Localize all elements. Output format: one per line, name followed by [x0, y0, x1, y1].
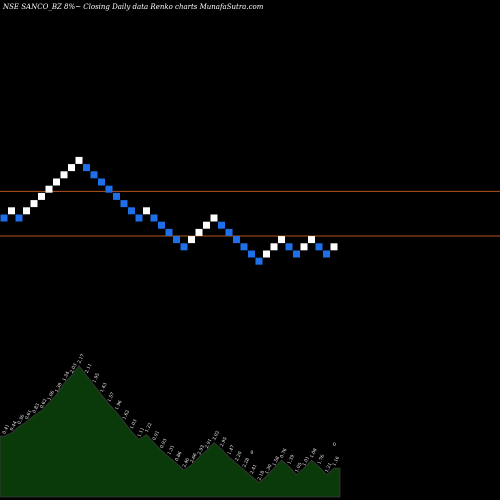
volume-label-18: 1.11 — [136, 427, 146, 439]
down-brick-17 — [128, 207, 135, 215]
up-brick-9 — [68, 164, 75, 172]
down-brick-29 — [218, 221, 225, 229]
renko-bricks — [0, 156, 338, 265]
volume-label-24: 2.46 — [181, 457, 191, 469]
volume-labels: 0.410.440.360.610.830.621.061.381.342.03… — [1, 353, 341, 482]
down-brick-16 — [120, 200, 128, 208]
down-brick-39 — [293, 250, 300, 258]
down-brick-13 — [98, 178, 105, 186]
volume-label-10: 2.17 — [76, 353, 86, 365]
volume-marker-0: 0 — [251, 450, 254, 456]
volume-label-17: 1.03 — [129, 419, 139, 431]
volume-label-14: 1.57 — [106, 391, 116, 403]
down-brick-32 — [240, 243, 248, 251]
up-brick-37 — [278, 236, 285, 244]
up-brick-36 — [270, 243, 278, 251]
resistance-lines — [0, 190, 500, 237]
volume-label-1: 0.44 — [9, 420, 19, 432]
down-brick-15 — [113, 192, 120, 200]
volume-label-42: 1.76 — [316, 454, 326, 466]
up-brick-6 — [45, 185, 53, 193]
volume-area — [0, 365, 341, 498]
volume-label-16: 1.62 — [121, 409, 131, 421]
up-brick-4 — [30, 200, 38, 208]
volume-label-35: 1.30 — [264, 463, 274, 475]
down-brick-14 — [105, 185, 113, 193]
down-brick-24 — [180, 243, 188, 251]
up-brick-25 — [188, 236, 195, 244]
volume-label-32: 2.28 — [241, 457, 251, 469]
down-brick-33 — [248, 250, 255, 258]
volume-label-36: 1.58 — [271, 455, 281, 467]
volume-label-11: 2.11 — [84, 363, 94, 375]
volume-label-34: 2.18 — [256, 470, 266, 482]
up-brick-28 — [210, 214, 218, 222]
volume-label-25: 2.66 — [189, 452, 199, 464]
volume-label-21: 0.93 — [159, 438, 169, 450]
volume-label-23: 0.86 — [174, 451, 184, 463]
down-brick-42 — [315, 243, 323, 251]
up-brick-1 — [8, 207, 15, 215]
down-brick-0 — [0, 214, 8, 222]
down-brick-20 — [150, 214, 158, 222]
volume-label-27: 2.91 — [204, 438, 214, 450]
down-brick-11 — [83, 164, 90, 172]
volume-label-41: 1.08 — [309, 447, 319, 459]
volume-label-30: 1.47 — [226, 444, 236, 456]
volume-label-15: 1.96 — [114, 399, 124, 411]
down-brick-12 — [90, 171, 98, 179]
up-brick-35 — [263, 250, 270, 258]
volume-label-19: 1.22 — [144, 422, 154, 434]
up-brick-8 — [60, 171, 68, 179]
volume-label-44: 1.16 — [331, 455, 341, 467]
volume-label-5: 0.62 — [39, 398, 49, 410]
volume-label-13: 1.43 — [99, 382, 109, 394]
volume-label-39: 1.05 — [294, 462, 304, 474]
volume-label-0: 0.41 — [1, 423, 11, 435]
down-brick-22 — [165, 228, 173, 236]
volume-label-26: 2.93 — [196, 444, 206, 456]
volume-label-40: 1.01 — [301, 455, 311, 467]
volume-label-28: 3.02 — [211, 430, 221, 442]
up-brick-3 — [23, 207, 30, 215]
up-brick-5 — [38, 192, 45, 200]
volume-label-29: 2.95 — [219, 436, 229, 448]
up-brick-19 — [143, 207, 150, 215]
volume-label-33: 2.41 — [249, 463, 259, 475]
volume-label-8: 1.34 — [61, 371, 71, 383]
volume-label-4: 0.83 — [31, 403, 41, 415]
volume-label-38: 1.39 — [286, 454, 296, 466]
down-brick-43 — [323, 250, 330, 258]
down-brick-34 — [255, 257, 263, 265]
up-brick-40 — [300, 243, 308, 251]
up-brick-7 — [53, 178, 60, 186]
down-brick-23 — [173, 236, 180, 244]
volume-label-9: 2.03 — [69, 363, 79, 375]
down-brick-18 — [135, 214, 143, 222]
up-brick-26 — [195, 228, 203, 236]
up-brick-27 — [203, 221, 210, 229]
volume-label-43: 1.21 — [324, 462, 334, 474]
down-brick-2 — [15, 214, 23, 222]
volume-area-shape — [0, 365, 341, 498]
volume-label-3: 0.61 — [24, 409, 34, 421]
down-brick-38 — [285, 243, 293, 251]
up-brick-41 — [308, 236, 315, 244]
down-brick-30 — [225, 228, 233, 236]
volume-label-6: 1.06 — [46, 390, 56, 402]
chart-header: NSE SANCO_BZ 8%~ Closing Daily data Renk… — [2, 3, 264, 11]
up-brick-10 — [75, 156, 83, 164]
volume-marker-1: 0 — [333, 442, 336, 448]
up-brick-44 — [330, 243, 338, 251]
volume-label-37: 0.76 — [279, 447, 289, 459]
volume-label-20: 0.91 — [151, 430, 161, 442]
volume-label-31: 2.20 — [234, 451, 244, 463]
down-brick-21 — [158, 221, 165, 229]
volume-label-7: 1.38 — [54, 382, 64, 394]
volume-label-12: 1.95 — [91, 372, 101, 384]
volume-label-2: 0.36 — [16, 414, 26, 426]
volume-label-22: 1.31 — [166, 444, 176, 456]
down-brick-31 — [233, 236, 240, 244]
